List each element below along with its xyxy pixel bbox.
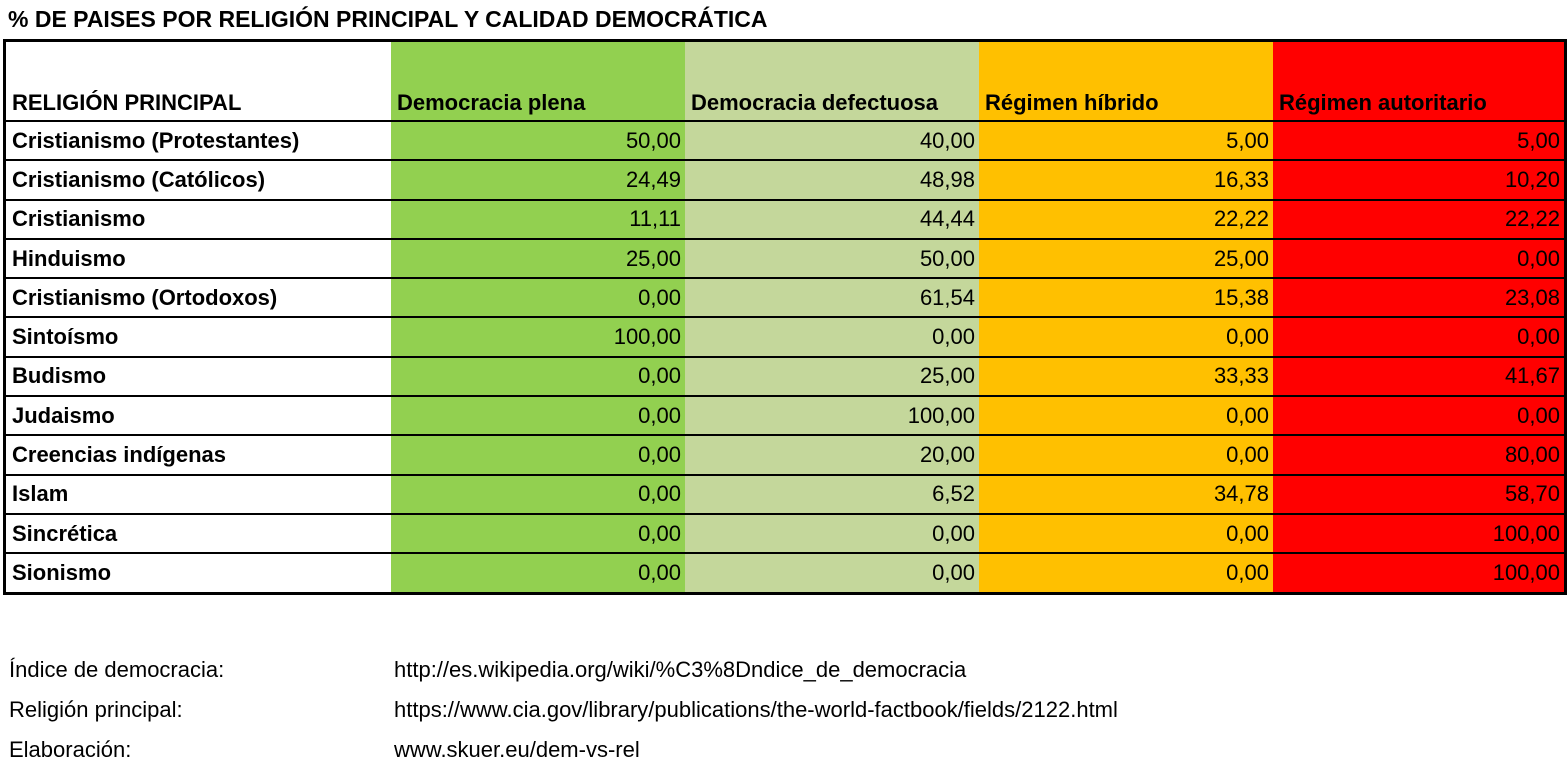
table-row: Cristianismo 11,11 44,44 22,22 22,22 [6,198,1564,238]
value-cell-democracia-defectuosa: 100,00 [685,395,979,435]
value-cell-regimen-autoritario: 100,00 [1273,512,1564,553]
table-row: Judaismo 0,00 100,00 0,00 0,00 [6,395,1564,435]
value-cell-democracia-defectuosa: 6,52 [685,473,979,513]
sources-footer: Índice de democracia: http://es.wikipedia… [9,650,1118,770]
header-religion: RELIGIÓN PRINCIPAL [6,42,391,120]
value-cell-democracia-plena: 0,00 [391,355,685,396]
religion-cell: Budismo [6,355,391,396]
value-cell-regimen-autoritario: 100,00 [1273,552,1564,592]
value-cell-democracia-defectuosa: 0,00 [685,552,979,592]
source-label: Índice de democracia: [9,657,225,682]
header-democracia-defectuosa: Democracia defectuosa [685,42,979,120]
value-cell-democracia-plena: 0,00 [391,473,685,513]
table-row: Cristianismo (Ortodoxos) 0,00 61,54 15,38 23… [6,277,1564,317]
source-row: Índice de democracia: http://es.wikipedia… [9,650,1118,690]
source-label: Elaboración: [9,737,132,762]
religion-cell: Cristianismo (Católicos) [6,159,391,199]
religion-cell: Hinduismo [6,237,391,278]
religion-cell: Cristianismo (Protestantes) [6,120,391,160]
table-body: Cristianismo (Protestantes) 50,00 40,00 5,0… [6,120,1564,592]
page-title: % DE PAISES POR RELIGIÓN PRINCIPAL Y CAL… [8,6,768,32]
value-cell-democracia-plena: 50,00 [391,120,685,160]
value-cell-regimen-autoritario: 10,20 [1273,159,1564,199]
source-row: Elaboración: www.skuer.eu/dem-vs-rel [9,730,1118,770]
value-cell-democracia-plena: 0,00 [391,552,685,592]
table-row: Sincrética 0,00 0,00 0,00 100,00 [6,512,1564,553]
source-row: Religión principal: https://www.cia.gov/l… [9,690,1118,730]
value-cell-democracia-plena: 11,11 [391,198,685,238]
value-cell-democracia-plena: 0,00 [391,395,685,435]
value-cell-regimen-autoritario: 80,00 [1273,434,1564,474]
religion-cell: Creencias indígenas [6,434,391,474]
source-url: http://es.wikipedia.org/wiki/%C3%8Dndice… [394,657,967,682]
table-row: Sintoísmo 100,00 0,00 0,00 0,00 [6,316,1564,356]
value-cell-regimen-hibrido: 16,33 [979,159,1273,199]
value-cell-regimen-autoritario: 0,00 [1273,237,1564,278]
religion-cell: Cristianismo (Ortodoxos) [6,277,391,317]
value-cell-regimen-hibrido: 33,33 [979,355,1273,396]
religion-cell: Cristianismo [6,198,391,238]
value-cell-regimen-autoritario: 0,00 [1273,316,1564,356]
value-cell-democracia-plena: 0,00 [391,434,685,474]
value-cell-democracia-defectuosa: 20,00 [685,434,979,474]
data-table: RELIGIÓN PRINCIPAL Democracia plena Demo… [3,39,1567,595]
header-democracia-plena: Democracia plena [391,42,685,120]
table-row: Hinduismo 25,00 50,00 25,00 0,00 [6,237,1564,278]
value-cell-regimen-autoritario: 22,22 [1273,198,1564,238]
value-cell-democracia-defectuosa: 48,98 [685,159,979,199]
table-row: Islam 0,00 6,52 34,78 58,70 [6,473,1564,513]
source-label: Religión principal: [9,697,183,722]
value-cell-regimen-autoritario: 23,08 [1273,277,1564,317]
table-row: Sionismo 0,00 0,00 0,00 100,00 [6,552,1564,592]
value-cell-regimen-hibrido: 0,00 [979,552,1273,592]
value-cell-regimen-hibrido: 22,22 [979,198,1273,238]
religion-cell: Sintoísmo [6,316,391,356]
value-cell-regimen-hibrido: 34,78 [979,473,1273,513]
religion-cell: Sincrética [6,512,391,553]
value-cell-regimen-autoritario: 58,70 [1273,473,1564,513]
value-cell-regimen-hibrido: 0,00 [979,316,1273,356]
value-cell-democracia-defectuosa: 25,00 [685,355,979,396]
value-cell-democracia-defectuosa: 0,00 [685,316,979,356]
value-cell-democracia-defectuosa: 0,00 [685,512,979,553]
religion-cell: Sionismo [6,552,391,592]
table-row: Creencias indígenas 0,00 20,00 0,00 80,00 [6,434,1564,474]
table-row: Cristianismo (Católicos) 24,49 48,98 16,33 1… [6,159,1564,199]
value-cell-regimen-hibrido: 0,00 [979,512,1273,553]
value-cell-regimen-hibrido: 0,00 [979,395,1273,435]
value-cell-democracia-plena: 25,00 [391,237,685,278]
value-cell-democracia-defectuosa: 50,00 [685,237,979,278]
value-cell-democracia-plena: 0,00 [391,512,685,553]
value-cell-regimen-hibrido: 0,00 [979,434,1273,474]
value-cell-democracia-defectuosa: 61,54 [685,277,979,317]
source-url: www.skuer.eu/dem-vs-rel [394,737,640,762]
value-cell-regimen-hibrido: 5,00 [979,120,1273,160]
value-cell-regimen-autoritario: 0,00 [1273,395,1564,435]
value-cell-democracia-plena: 24,49 [391,159,685,199]
value-cell-regimen-autoritario: 41,67 [1273,355,1564,396]
header-regimen-autoritario: Régimen autoritario [1273,42,1564,120]
source-url: https://www.cia.gov/library/publications… [394,697,1118,722]
value-cell-regimen-hibrido: 15,38 [979,277,1273,317]
value-cell-democracia-defectuosa: 40,00 [685,120,979,160]
table-row: Cristianismo (Protestantes) 50,00 40,00 5,0… [6,120,1564,160]
religion-cell: Islam [6,473,391,513]
religion-cell: Judaismo [6,395,391,435]
value-cell-democracia-plena: 100,00 [391,316,685,356]
header-regimen-hibrido: Régimen híbrido [979,42,1273,120]
value-cell-democracia-defectuosa: 44,44 [685,198,979,238]
value-cell-democracia-plena: 0,00 [391,277,685,317]
table-row: Budismo 0,00 25,00 33,33 41,67 [6,355,1564,396]
value-cell-regimen-autoritario: 5,00 [1273,120,1564,160]
table-header-row: RELIGIÓN PRINCIPAL Democracia plena Demo… [6,42,1564,120]
value-cell-regimen-hibrido: 25,00 [979,237,1273,278]
